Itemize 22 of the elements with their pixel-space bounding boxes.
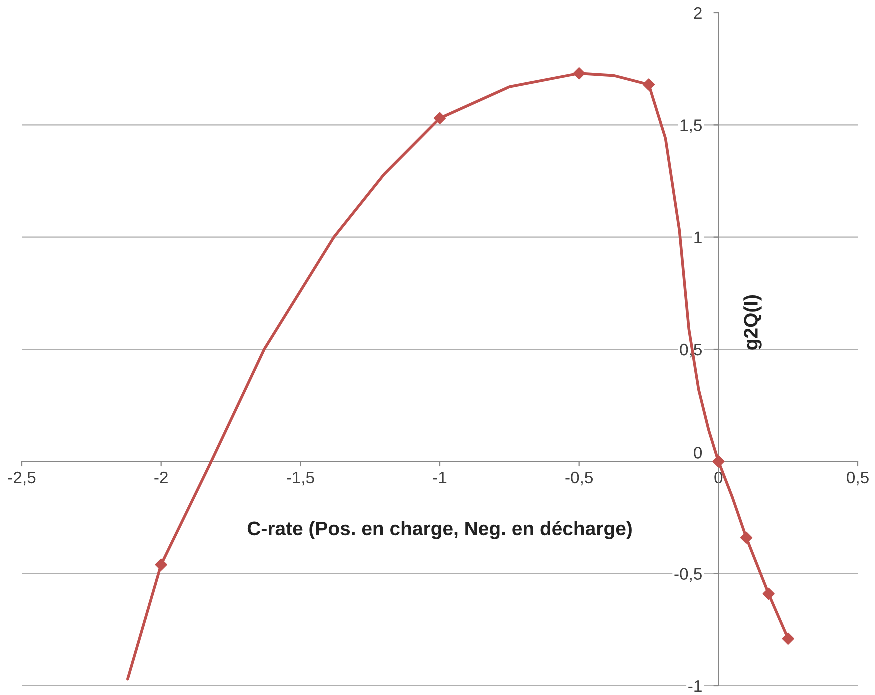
y-tick-label: -0,5 (674, 568, 702, 582)
point (642, 78, 656, 91)
y-tick-label: 0 (694, 447, 702, 459)
point (740, 532, 753, 544)
x-axis-title: C-rate (Pos. en charge, Neg. en décharge) (248, 521, 632, 540)
y-tick-label: 2 (694, 7, 702, 20)
point (155, 558, 168, 571)
x-tick-label: -1 (433, 472, 447, 484)
x-tick-label: 0,5 (847, 472, 869, 486)
point (434, 112, 446, 125)
x-tick-label: -1,5 (287, 472, 314, 486)
y-tick-label: -1 (688, 680, 702, 692)
point (573, 67, 586, 80)
y-tick-label: 1,5 (680, 120, 702, 134)
point (782, 632, 794, 645)
point (762, 588, 775, 600)
x-tick-label: -2 (154, 472, 168, 484)
point (712, 456, 725, 468)
x-tick-label: -0,5 (566, 472, 593, 486)
y-tick-label: 1 (694, 232, 702, 244)
x-tick-label: -2,5 (8, 472, 36, 486)
y-axis-title: g2Q(I) (744, 295, 762, 350)
